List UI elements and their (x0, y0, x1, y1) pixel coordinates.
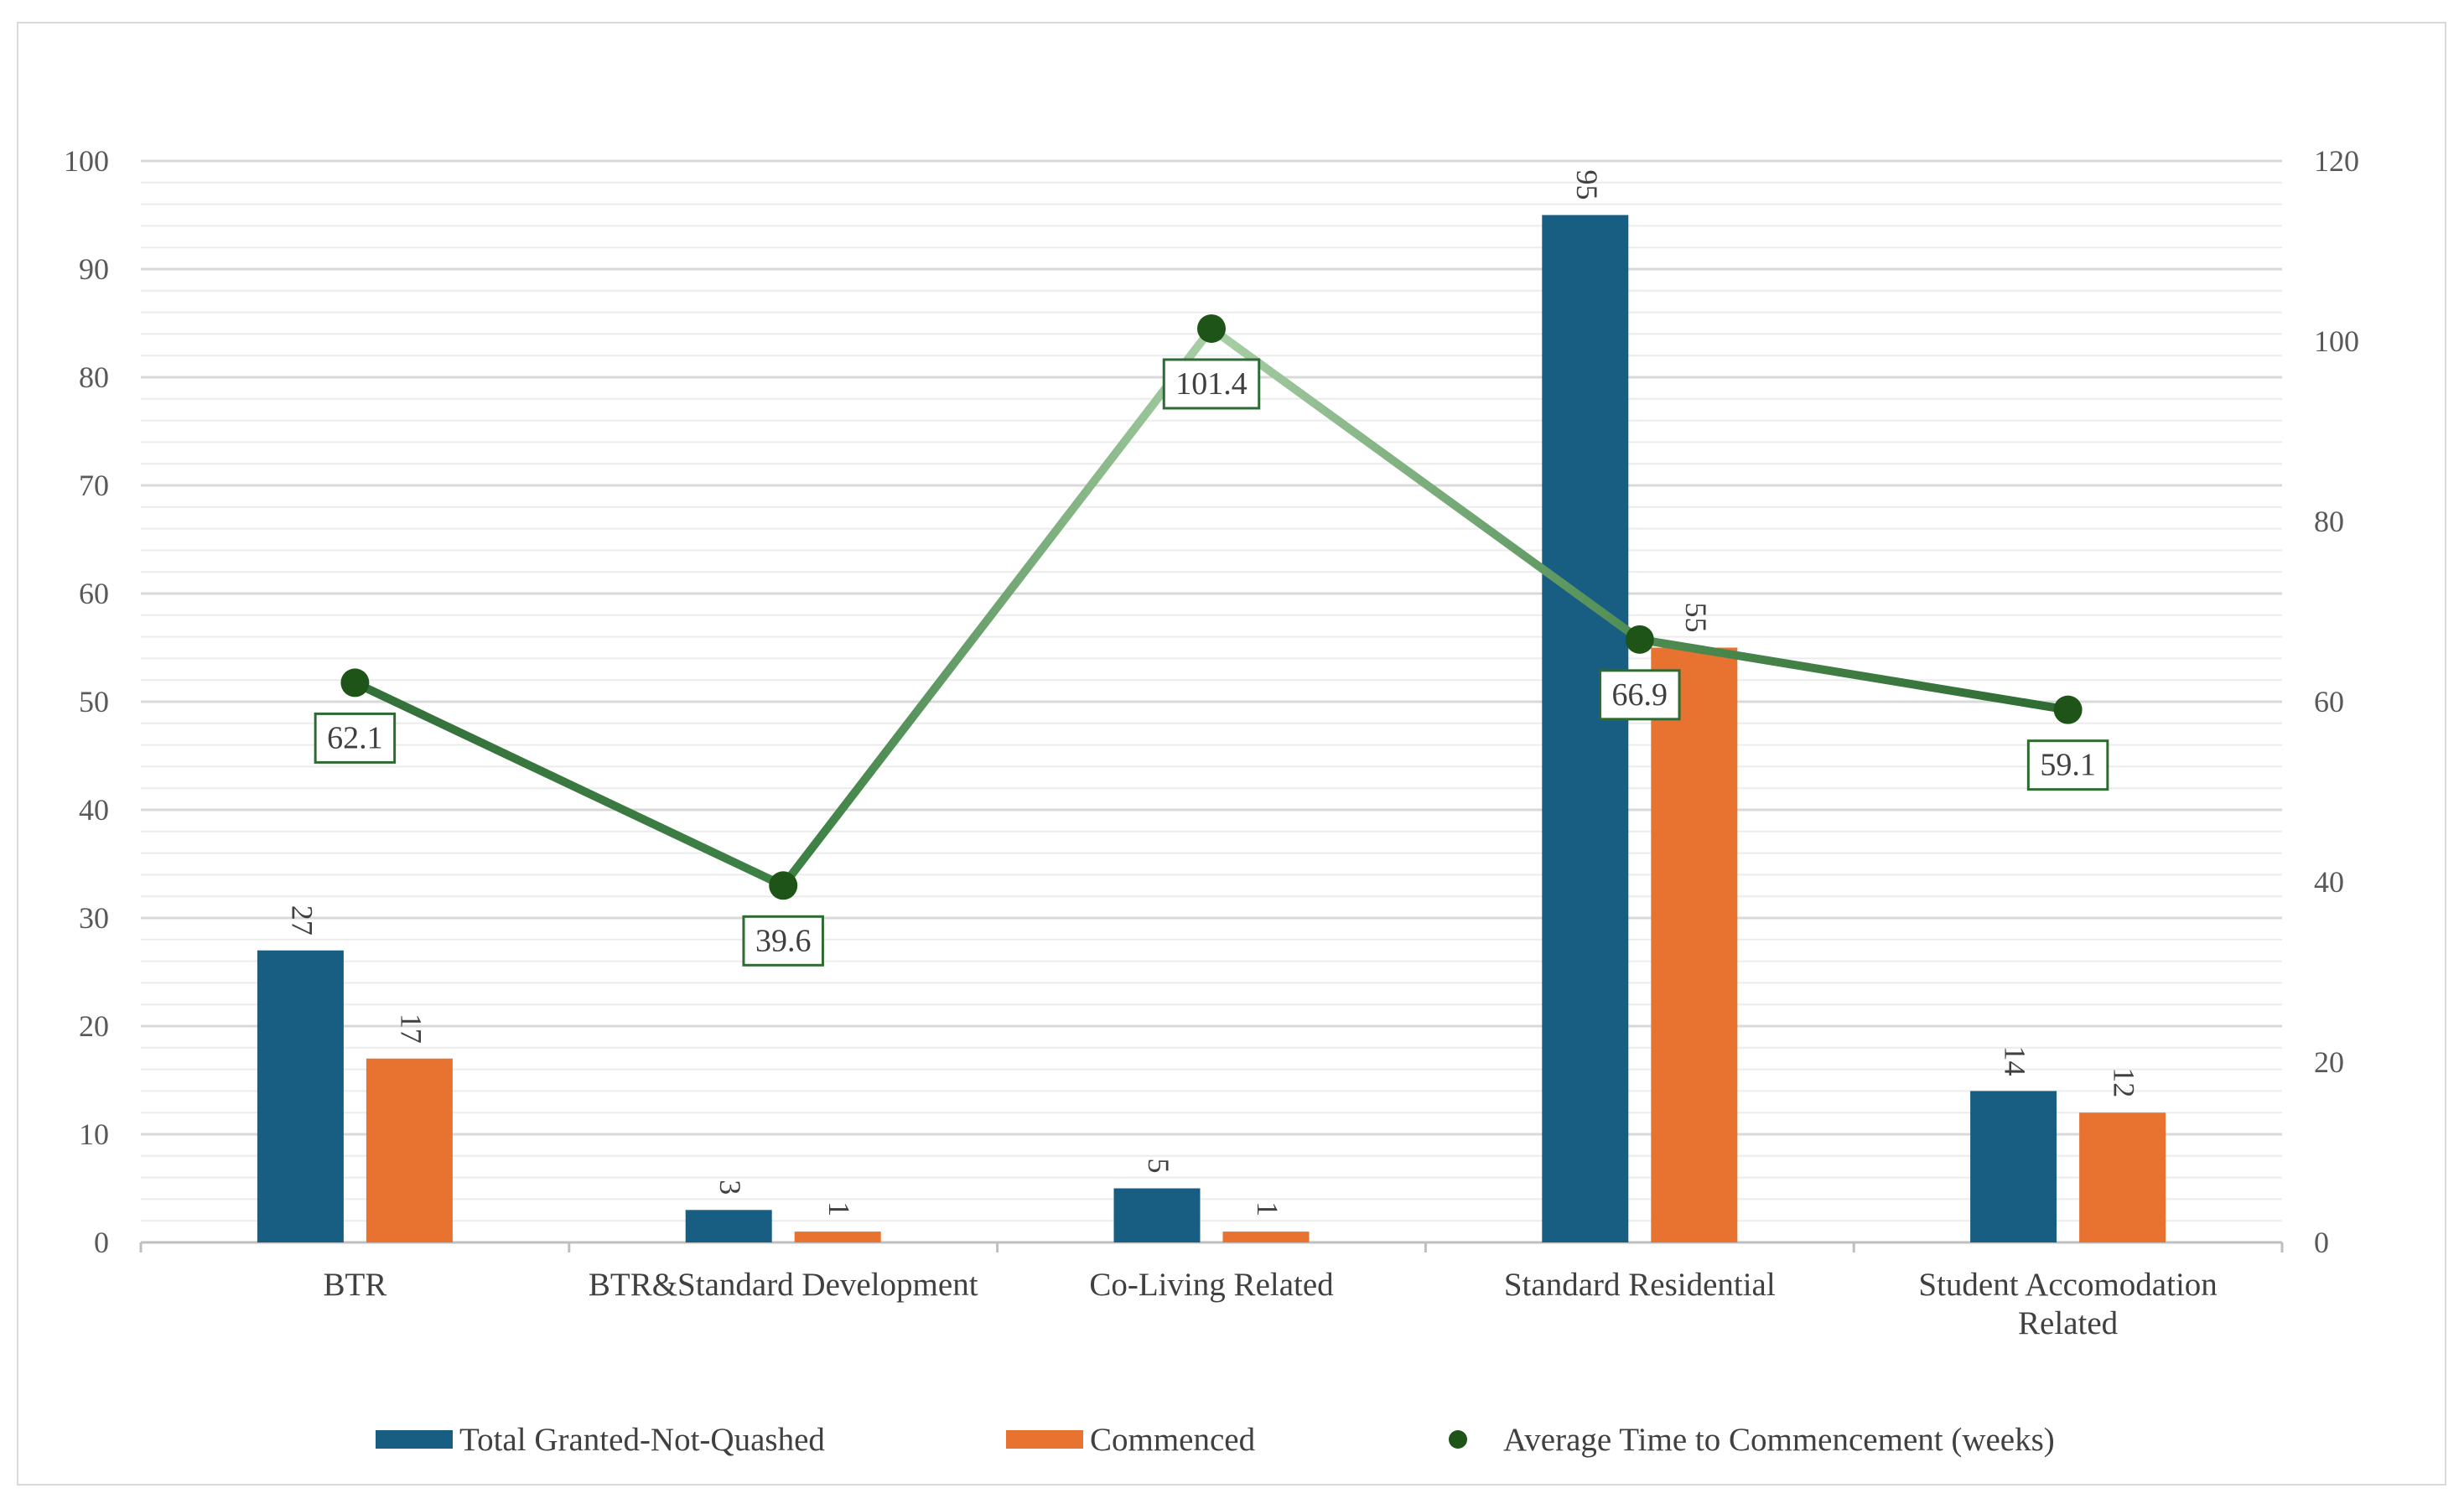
line-marker (340, 668, 370, 697)
legend-swatch (376, 1430, 453, 1449)
line-series-path (353, 324, 2069, 890)
bar-value-label: 95 (1570, 170, 1604, 200)
bar-value-label: 14 (1999, 1045, 2032, 1076)
y-right-tick-label: 80 (2314, 505, 2344, 538)
category-label: BTR (323, 1267, 386, 1303)
bar (794, 1232, 881, 1242)
y-left-tick-label: 60 (79, 577, 109, 610)
y-left-tick-label: 90 (79, 252, 109, 286)
legend-swatch (1006, 1430, 1083, 1449)
y-left-tick-label: 30 (79, 901, 109, 935)
line-marker (1197, 314, 1226, 343)
y-right-tick-label: 0 (2314, 1226, 2329, 1259)
y-left-tick-label: 20 (79, 1009, 109, 1043)
y-left-tick-label: 100 (64, 144, 109, 178)
gridlines (141, 159, 2282, 1222)
bar-value-label: 3 (713, 1180, 747, 1195)
axes: 0 10 20 30 40 50 60 70 80 90 100 0 20 40 60 80 100 120 BTR… (64, 144, 2359, 1341)
line-value-label-box (1162, 358, 1261, 410)
bar (1970, 1091, 2057, 1242)
bar (257, 950, 344, 1242)
line-marker (769, 871, 798, 900)
bars (257, 215, 2166, 1242)
category-label: Student Accomodation (1918, 1267, 2217, 1303)
y-left-tick-label: 80 (79, 360, 109, 394)
data-labels: 27 3 5 95 14 17 1 1 55 12 62.1 39.6 101.4 66.9 59.1 (285, 170, 2140, 1217)
bar (366, 1058, 453, 1242)
y-right-tick-label: 60 (2314, 685, 2344, 718)
line-value-label: 66.9 (1612, 677, 1668, 713)
category-label: Related (2018, 1305, 2119, 1341)
y-right-tick-label: 20 (2314, 1045, 2344, 1079)
bar (1542, 215, 1629, 1242)
bar (685, 1210, 772, 1242)
line-value-label-box (742, 915, 824, 967)
legend: Total Granted-Not-Quashed Commenced Averag… (376, 1422, 2055, 1458)
legend-label: Average Time to Commencement (weeks) (1503, 1422, 2055, 1458)
bar-value-label: 12 (2108, 1067, 2141, 1097)
line-value-label: 59.1 (2040, 748, 2096, 783)
bar-value-label: 27 (285, 905, 319, 936)
y-left-tick-label: 10 (79, 1117, 109, 1151)
bar-value-label: 55 (1679, 603, 1713, 633)
line-value-label: 39.6 (755, 923, 812, 958)
y-right-tick-label: 120 (2314, 144, 2359, 178)
legend-label: Total Granted-Not-Quashed (459, 1422, 825, 1458)
bar (1113, 1188, 1201, 1242)
line-value-label-box (1599, 669, 1681, 721)
legend-label: Commenced (1090, 1422, 1256, 1458)
line-value-label-box (314, 712, 397, 764)
line-marker (1625, 625, 1654, 654)
line-value-label: 62.1 (327, 720, 383, 755)
line-value-label-box (2026, 739, 2109, 791)
bar-value-label: 1 (1251, 1201, 1284, 1216)
bar (1222, 1232, 1310, 1242)
y-right-tick-label: 40 (2314, 865, 2344, 899)
category-label: Co-Living Related (1089, 1267, 1334, 1303)
y-right-tick-label: 100 (2314, 324, 2359, 358)
bar (2079, 1112, 2166, 1242)
line-value-label: 101.4 (1175, 366, 1248, 402)
y-left-tick-label: 40 (79, 793, 109, 827)
category-label: Standard Residential (1504, 1267, 1776, 1303)
bar (1651, 647, 1738, 1242)
legend-line-marker (1449, 1430, 1467, 1449)
line-series (340, 314, 2083, 900)
y-left-tick-label: 50 (79, 685, 109, 718)
category-label: BTR&Standard Development (589, 1267, 978, 1303)
line-marker (2053, 695, 2083, 724)
y-left-tick-label: 70 (79, 469, 109, 502)
bar-value-label: 17 (394, 1014, 428, 1044)
y-left-tick-label: 0 (94, 1226, 109, 1259)
bar-value-label: 1 (822, 1201, 856, 1216)
bar-value-label: 5 (1142, 1159, 1175, 1174)
